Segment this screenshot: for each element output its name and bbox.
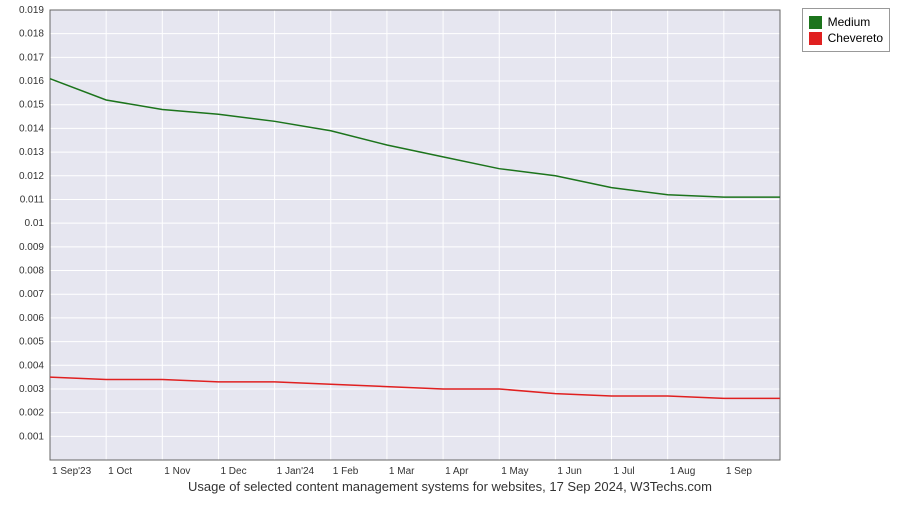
- svg-text:0.003: 0.003: [19, 384, 44, 395]
- svg-text:1 Mar: 1 Mar: [389, 466, 415, 477]
- svg-text:0.012: 0.012: [19, 171, 44, 182]
- svg-text:1 Feb: 1 Feb: [333, 466, 359, 477]
- legend-swatch: [809, 32, 822, 45]
- line-chart: 0.001 0.002 0.003 0.004 0.005 0.006 0.007 0.008…: [0, 0, 900, 500]
- svg-text:0.006: 0.006: [19, 313, 44, 324]
- svg-text:0.018: 0.018: [19, 29, 44, 40]
- svg-text:1 Jun: 1 Jun: [557, 466, 581, 477]
- svg-text:1 Aug: 1 Aug: [670, 466, 696, 477]
- svg-text:1 Apr: 1 Apr: [445, 466, 469, 477]
- svg-text:0.011: 0.011: [20, 194, 45, 205]
- legend-item: Medium: [809, 15, 883, 29]
- svg-text:0.015: 0.015: [19, 100, 44, 111]
- legend-label: Chevereto: [828, 31, 883, 45]
- svg-text:0.01: 0.01: [25, 218, 45, 229]
- svg-text:0.013: 0.013: [19, 147, 44, 158]
- svg-text:0.016: 0.016: [19, 76, 44, 87]
- legend-label: Medium: [828, 15, 871, 29]
- svg-text:0.002: 0.002: [19, 408, 44, 419]
- svg-text:1 Oct: 1 Oct: [108, 466, 132, 477]
- svg-text:0.019: 0.019: [19, 5, 44, 16]
- chart-caption: Usage of selected content management sys…: [0, 479, 900, 494]
- svg-text:0.009: 0.009: [19, 242, 44, 253]
- svg-text:1 Sep'23: 1 Sep'23: [52, 466, 92, 477]
- svg-text:1 Jan'24: 1 Jan'24: [277, 466, 315, 477]
- svg-text:1 Sep: 1 Sep: [726, 466, 753, 477]
- legend-item: Chevereto: [809, 31, 883, 45]
- svg-text:0.005: 0.005: [19, 337, 44, 348]
- svg-text:0.014: 0.014: [19, 123, 44, 134]
- svg-text:0.001: 0.001: [19, 431, 44, 442]
- legend-swatch: [809, 16, 822, 29]
- legend: Medium Chevereto: [802, 8, 890, 52]
- svg-text:0.004: 0.004: [19, 360, 44, 371]
- svg-text:1 May: 1 May: [501, 466, 528, 477]
- svg-text:1 Nov: 1 Nov: [164, 466, 190, 477]
- svg-text:1 Dec: 1 Dec: [220, 466, 246, 477]
- chart-container: 0.001 0.002 0.003 0.004 0.005 0.006 0.007 0.008…: [0, 0, 900, 505]
- svg-text:1 Jul: 1 Jul: [614, 466, 635, 477]
- svg-text:0.008: 0.008: [19, 266, 44, 277]
- svg-text:0.017: 0.017: [19, 52, 44, 63]
- svg-text:0.007: 0.007: [19, 289, 44, 300]
